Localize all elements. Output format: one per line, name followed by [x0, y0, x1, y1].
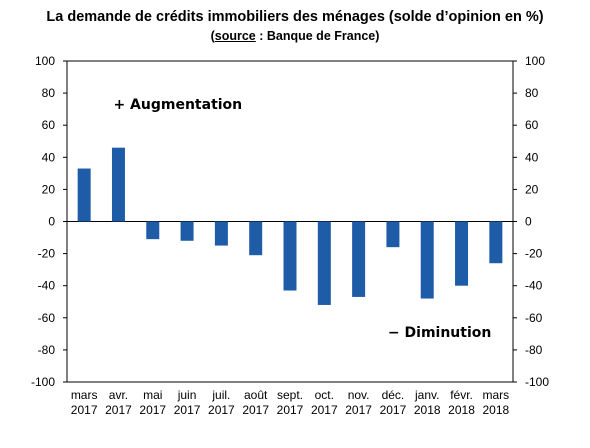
x-tick-label-month: août: [244, 388, 268, 402]
y-tick-label-left: 0: [48, 215, 55, 229]
bar: [249, 221, 263, 256]
y-tick-label-left: 80: [42, 86, 56, 100]
subtitle-source-label: source: [214, 29, 256, 43]
y-tick-label-right: 60: [525, 118, 539, 132]
x-tick-label-month: juin: [177, 388, 197, 402]
y-tick-label-right: -80: [525, 343, 543, 357]
y-tick-label-left: 100: [35, 54, 55, 68]
x-tick-label-month: mars: [483, 388, 510, 402]
x-tick-label-year: 2018: [448, 403, 475, 417]
bar: [352, 221, 366, 297]
x-tick-label-year: 2017: [105, 403, 132, 417]
y-tick-label-right: 40: [525, 150, 539, 164]
x-tick-label-year: 2017: [277, 403, 304, 417]
x-tick-label-year: 2018: [414, 403, 441, 417]
x-tick-label-year: 2017: [208, 403, 235, 417]
bar: [386, 221, 400, 248]
y-tick-label-left: -40: [38, 279, 56, 293]
y-tick-label-left: -20: [38, 247, 56, 261]
x-tick-label-year: 2018: [482, 403, 509, 417]
y-tick-label-left: 60: [42, 118, 56, 132]
bar: [146, 221, 160, 240]
y-tick-label-right: -60: [525, 311, 543, 325]
y-tick-label-right: 0: [525, 215, 532, 229]
x-tick-label-year: 2017: [380, 403, 407, 417]
y-tick-label-right: 20: [525, 182, 539, 196]
annotation-diminution: − Diminution: [388, 325, 491, 341]
y-tick-label-right: 100: [525, 54, 545, 68]
bar: [214, 221, 228, 246]
y-tick-label-right: -100: [525, 375, 549, 389]
x-tick-label-month: sept.: [277, 388, 303, 402]
x-tick-label-year: 2017: [139, 403, 166, 417]
bar: [317, 221, 331, 305]
bar: [111, 147, 125, 222]
x-tick-label-year: 2017: [311, 403, 338, 417]
y-tick-label-right: 80: [525, 86, 539, 100]
x-tick-label-month: mai: [143, 388, 162, 402]
y-tick-label-right: -20: [525, 247, 543, 261]
x-tick-label-month: mars: [71, 388, 98, 402]
x-tick-label-year: 2017: [174, 403, 201, 417]
bar: [180, 221, 194, 241]
x-tick-label-month: févr.: [450, 388, 473, 402]
x-tick-label-year: 2017: [345, 403, 372, 417]
bar: [489, 221, 503, 264]
bar: [455, 221, 469, 286]
y-tick-label-left: -80: [38, 343, 56, 357]
y-tick-label-right: -40: [525, 279, 543, 293]
annotation-augmentation: + Augmentation: [113, 97, 242, 113]
bar: [77, 168, 91, 222]
x-tick-label-month: nov.: [348, 388, 370, 402]
y-tick-label-left: -60: [38, 311, 56, 325]
x-tick-label-year: 2017: [242, 403, 269, 417]
bar: [283, 221, 297, 291]
bar: [420, 221, 434, 299]
y-tick-label-left: 40: [42, 150, 56, 164]
y-tick-label-left: -100: [31, 375, 55, 389]
subtitle-source-text: : Banque de France): [255, 29, 380, 43]
y-tick-label-left: 20: [42, 182, 56, 196]
x-tick-label-month: juil.: [211, 388, 230, 402]
x-tick-label-year: 2017: [71, 403, 98, 417]
chart-subtitle: (source : Banque de France): [0, 29, 590, 43]
x-tick-label-month: janv.: [414, 388, 439, 402]
x-tick-label-month: oct.: [315, 388, 334, 402]
chart-title: La demande de crédits immobiliers des mé…: [46, 9, 544, 25]
x-tick-label-month: déc.: [382, 388, 405, 402]
subtitle-open-paren: (: [210, 29, 215, 43]
x-tick-label-month: avr.: [109, 388, 128, 402]
